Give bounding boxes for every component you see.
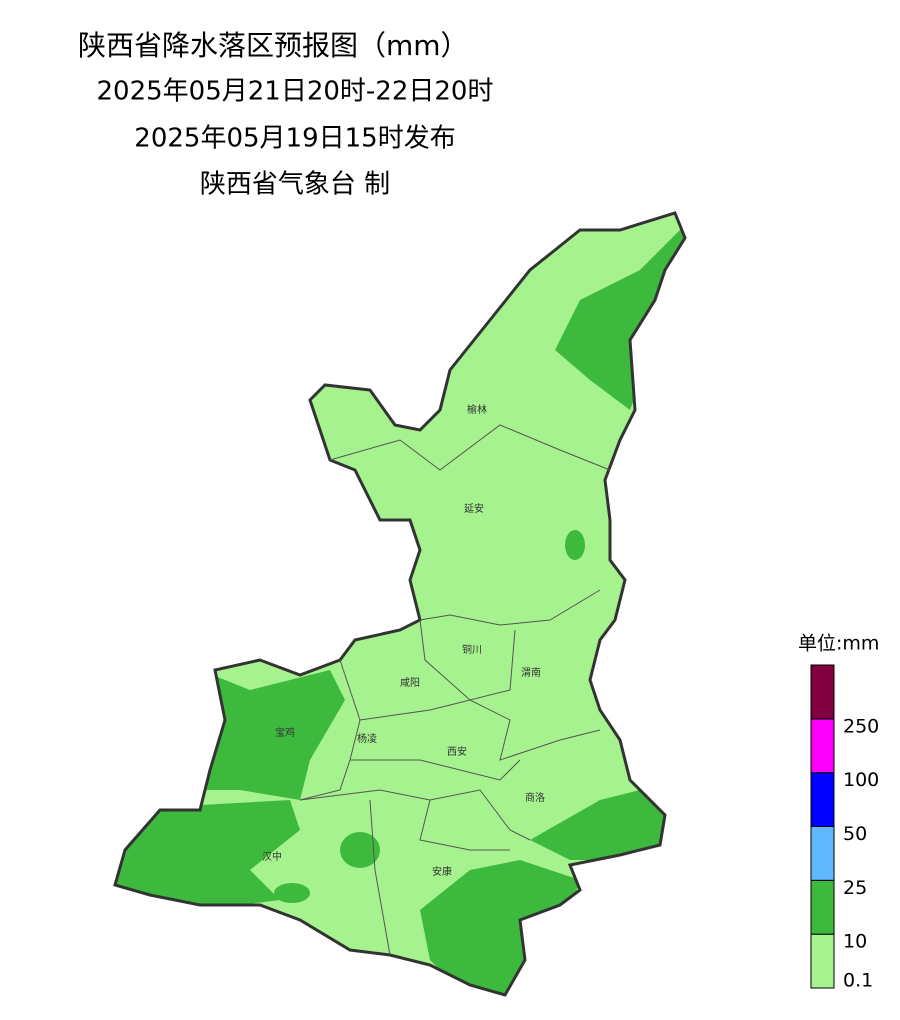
rain-areas: [115, 213, 685, 995]
legend-label: 10: [843, 931, 867, 953]
legend-box: [810, 933, 835, 989]
issuer: 陕西省气象台 制: [200, 170, 390, 200]
legend-label: 0.1: [843, 970, 873, 992]
city-label: 汉中: [262, 850, 282, 863]
city-label: 西安: [447, 745, 467, 758]
legend-label: 100: [843, 769, 879, 791]
legend-unit: 单位:mm: [798, 633, 879, 655]
issued: 2025年05月19日15时发布: [134, 124, 455, 154]
city-label: 商洛: [525, 791, 545, 804]
legend-box: [810, 718, 835, 774]
legend-label: 250: [843, 715, 879, 737]
title: 陕西省降水落区预报图（mm）: [78, 29, 469, 62]
city-label: 延安: [464, 502, 484, 515]
city-label: 安康: [432, 865, 452, 878]
legend-box: [810, 879, 835, 935]
legend-box: [810, 664, 835, 720]
city-label: 宝鸡: [275, 726, 295, 739]
city-label: 铜川: [462, 644, 482, 656]
city-label: 杨凌: [357, 732, 377, 745]
city-borders: [299, 424, 611, 956]
legend-box: [810, 826, 835, 881]
city-label: 渭南: [521, 666, 541, 679]
legend-label: 50: [843, 823, 867, 845]
legend-box: [810, 772, 835, 828]
city-label: 榆林: [467, 403, 487, 416]
legend-label: 25: [843, 877, 867, 899]
period: 2025年05月21日20时-22日20时: [97, 77, 494, 107]
city-label: 咸阳: [400, 677, 420, 689]
